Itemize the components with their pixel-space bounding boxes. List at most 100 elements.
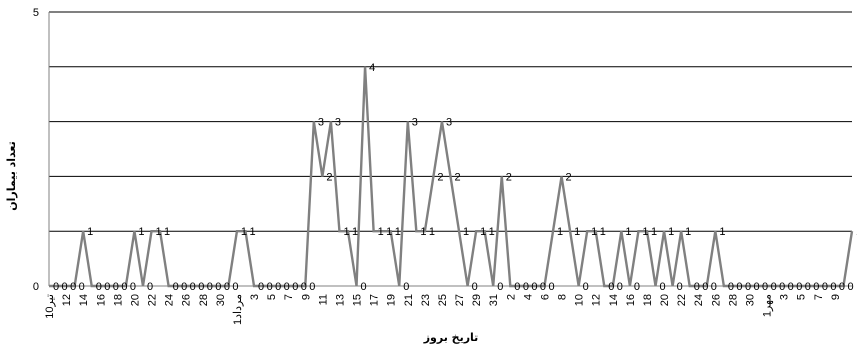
data-label: 0 [583,281,589,293]
data-label: 0 [617,281,623,293]
data-label: 1 [591,226,597,238]
x-tick-label: 15 [352,294,364,306]
data-label: 1 [651,226,657,238]
data-label: 1 [352,226,358,238]
data-label: 1 [600,226,606,238]
data-label: 1 [156,226,162,238]
data-label: 1 [719,226,725,238]
x-tick-label: 31 [488,294,500,306]
data-label: 0 [771,281,777,293]
x-tick-label: 30 [744,294,756,306]
data-label: 2 [437,171,443,183]
gridlines [49,11,852,232]
x-tick-label: 20 [129,294,141,306]
data-label: 0 [736,281,742,293]
data-label: 0 [361,281,367,293]
data-label: 0 [62,281,68,293]
data-label: 0 [497,281,503,293]
x-axis-title: تاریخ بروز [423,331,479,344]
data-label: 0 [523,281,529,293]
x-tick-label: 7 [813,294,825,300]
data-label: 0 [284,281,290,293]
data-label: 0 [121,281,127,293]
data-label: 0 [608,281,614,293]
data-label: 0 [292,281,298,293]
data-label: 0 [258,281,264,293]
data-label: 0 [96,281,102,293]
x-tick-label: 9 [300,294,312,300]
data-label: 1 [429,226,435,238]
x-tick-label: 4 [522,294,534,300]
data-label: 0 [822,281,828,293]
data-label: 0 [181,281,187,293]
x-tick-label: 28 [198,294,210,306]
data-label: 0 [70,281,76,293]
x-tick-label: 6 [539,294,551,300]
y-tick-labels: 05 [33,7,39,293]
x-tick-label: 27 [454,294,466,306]
x-tick-label: 3 [249,294,261,300]
x-tick-label: 22 [676,294,688,306]
x-tick-label: 10 [574,294,586,306]
data-label: 0 [173,281,179,293]
data-label: 0 [711,281,717,293]
data-label: 0 [660,281,666,293]
data-label: 0 [403,281,409,293]
data-label: 2 [455,171,461,183]
data-label: 0 [472,281,478,293]
x-tick-label: 29 [471,294,483,306]
data-label: 0 [753,281,759,293]
data-label: 0 [309,281,315,293]
x-tick-label: 5 [266,294,278,300]
data-label: 0 [745,281,751,293]
x-tick-label: 19 [386,294,398,306]
data-label: 1 [249,226,255,238]
data-label: 0 [847,281,853,293]
x-tick-label: 30 [215,294,227,306]
x-tick-label: 14 [78,294,90,306]
x-tick-label: 23 [420,294,432,306]
x-tick-label: 17 [369,294,381,306]
data-label: 0 [694,281,700,293]
data-label: 0 [805,281,811,293]
data-label: 4 [369,62,375,74]
data-label: 2 [506,171,512,183]
data-label: 1 [378,226,384,238]
data-label: 1 [574,226,580,238]
data-label: 0 [702,281,708,293]
data-label: 3 [446,117,452,129]
x-tick-label: 8 [557,294,569,300]
series-line [49,66,854,288]
x-tick-label: 20 [659,294,671,306]
data-label: 0 [130,281,136,293]
data-label: 0 [548,281,554,293]
data-label: 0 [813,281,819,293]
data-label: 0 [267,281,273,293]
data-label: 1 [343,226,349,238]
data-label: 3 [318,117,324,129]
x-tick-label: 16 [625,294,637,306]
y-tick-label: 0 [33,281,39,293]
data-label: 0 [839,281,845,293]
x-tick-label: 12 [591,294,603,306]
x-tick-label: 1مهر [762,294,774,317]
data-label: 1 [386,226,392,238]
data-label: 0 [190,281,196,293]
x-tick-label: 24 [164,294,176,306]
data-label: 0 [728,281,734,293]
data-label: 0 [788,281,794,293]
data-label: 0 [79,281,85,293]
data-label: 2 [566,171,572,183]
x-tick-label: 2 [505,294,517,300]
data-label: 0 [104,281,110,293]
x-tick-label: 13 [334,294,346,306]
x-tick-label: 25 [437,294,449,306]
x-tick-label: 12 [61,294,73,306]
data-label: 1 [625,226,631,238]
data-label: 1 [395,226,401,238]
x-tick-label: 9 [830,294,842,300]
data-label: 1 [480,226,486,238]
x-tick-label: 14 [608,294,620,306]
